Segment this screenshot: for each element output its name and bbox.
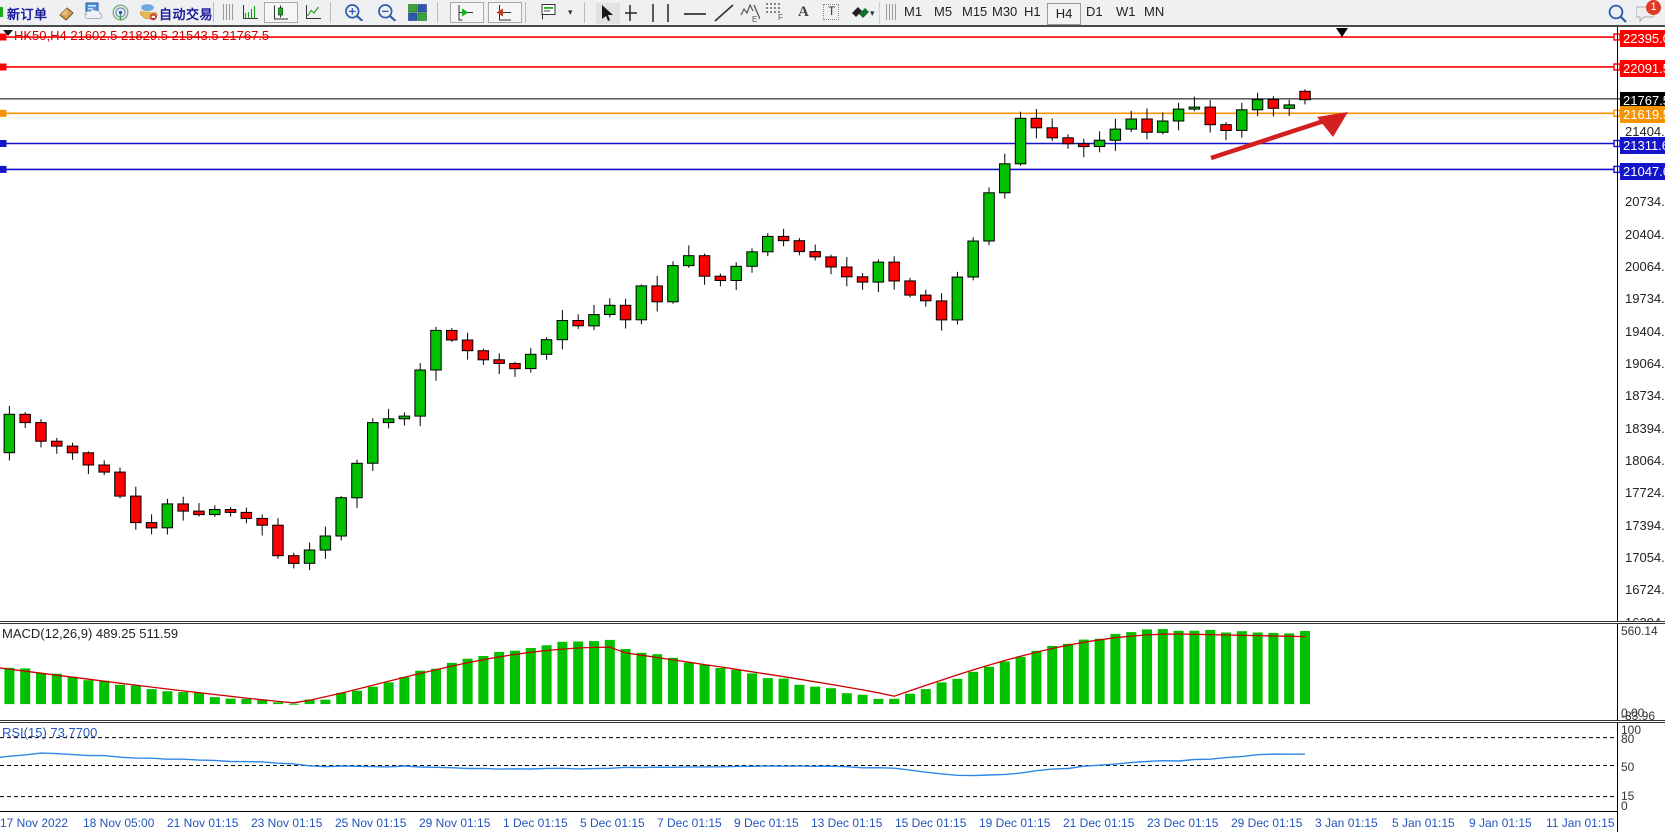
svg-text:E: E xyxy=(752,15,757,23)
svg-text:F: F xyxy=(778,13,783,21)
